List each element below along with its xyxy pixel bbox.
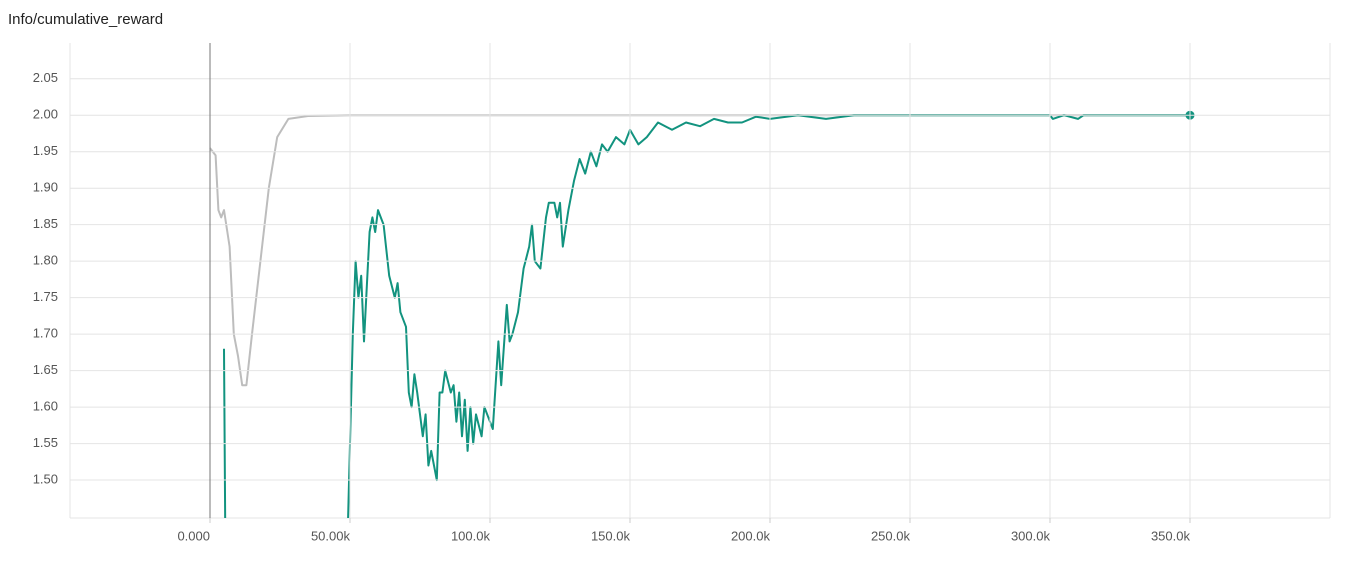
y-tick-label: 1.55 — [33, 435, 58, 450]
y-tick-label: 1.85 — [33, 216, 58, 231]
y-tick-label: 2.00 — [33, 107, 58, 122]
y-tick-label: 1.50 — [33, 471, 58, 486]
x-tick-label: 150.0k — [591, 528, 631, 543]
y-tick-label: 1.70 — [33, 326, 58, 341]
x-tick-label: 300.0k — [1011, 528, 1051, 543]
y-tick-label: 1.65 — [33, 362, 58, 377]
x-tick-label: 200.0k — [731, 528, 771, 543]
x-tick-label: 100.0k — [451, 528, 491, 543]
x-tick-label: 0.000 — [177, 528, 210, 543]
y-tick-label: 1.95 — [33, 143, 58, 158]
series-line — [223, 114, 1190, 518]
y-tick-label: 1.75 — [33, 289, 58, 304]
y-tick-label: 2.05 — [33, 70, 58, 85]
y-tick-label: 1.80 — [33, 253, 58, 268]
series-line — [209, 114, 1190, 387]
y-tick-label: 1.90 — [33, 180, 58, 195]
chart-title: Info/cumulative_reward — [8, 11, 163, 28]
x-tick-label: 250.0k — [871, 528, 911, 543]
plot-area — [209, 110, 1195, 518]
x-tick-label: 50.00k — [311, 528, 351, 543]
y-tick-label: 1.60 — [33, 399, 58, 414]
x-tick-label: 350.0k — [1151, 528, 1191, 543]
